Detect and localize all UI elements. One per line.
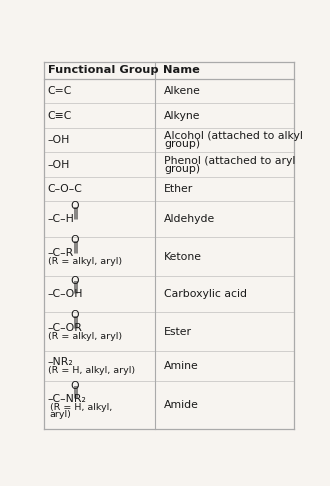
Text: Amide: Amide	[164, 400, 199, 410]
Text: ‖: ‖	[72, 315, 78, 329]
Text: Amine: Amine	[164, 361, 199, 371]
Text: –NR₂: –NR₂	[48, 357, 73, 366]
Text: –OH: –OH	[48, 160, 70, 170]
Text: O: O	[71, 276, 79, 286]
Text: Ketone: Ketone	[164, 252, 202, 262]
Text: ‖: ‖	[72, 281, 78, 294]
Text: Carboxylic acid: Carboxylic acid	[164, 289, 247, 299]
Text: Aldehyde: Aldehyde	[164, 214, 215, 225]
Text: Phenol (attached to aryl: Phenol (attached to aryl	[164, 156, 295, 166]
Text: O: O	[71, 201, 79, 211]
Text: Ether: Ether	[164, 184, 193, 194]
Text: –C–R: –C–R	[48, 248, 74, 259]
Text: C=C: C=C	[48, 86, 72, 96]
Text: –C–NR₂: –C–NR₂	[48, 394, 86, 403]
Text: Ester: Ester	[164, 327, 192, 337]
Text: C≡C: C≡C	[48, 111, 72, 121]
Text: Name: Name	[163, 66, 200, 75]
Text: ‖: ‖	[72, 386, 78, 399]
Text: O: O	[71, 381, 79, 391]
Text: Functional Group: Functional Group	[48, 66, 158, 75]
Text: Alkyne: Alkyne	[164, 111, 201, 121]
Text: ‖: ‖	[72, 241, 78, 254]
Text: (R = alkyl, aryl): (R = alkyl, aryl)	[48, 258, 122, 266]
Text: –OH: –OH	[48, 135, 70, 145]
Text: –C–OH: –C–OH	[48, 289, 83, 299]
Text: –C–OR: –C–OR	[48, 323, 82, 333]
Text: –C–H: –C–H	[48, 214, 75, 225]
Text: (R = alkyl, aryl): (R = alkyl, aryl)	[48, 332, 122, 341]
Text: Alkene: Alkene	[164, 86, 201, 96]
Text: ‖: ‖	[72, 206, 78, 219]
Text: O: O	[71, 235, 79, 245]
Text: group): group)	[164, 164, 200, 174]
Text: aryl): aryl)	[50, 410, 72, 419]
Text: C–O–C: C–O–C	[48, 184, 82, 194]
Text: Alcohol (attached to alkyl: Alcohol (attached to alkyl	[164, 131, 303, 141]
Text: O: O	[71, 310, 79, 320]
Text: group): group)	[164, 139, 200, 149]
Text: (R = H, alkyl, aryl): (R = H, alkyl, aryl)	[48, 366, 135, 375]
Text: (R = H, alkyl,: (R = H, alkyl,	[50, 403, 112, 412]
